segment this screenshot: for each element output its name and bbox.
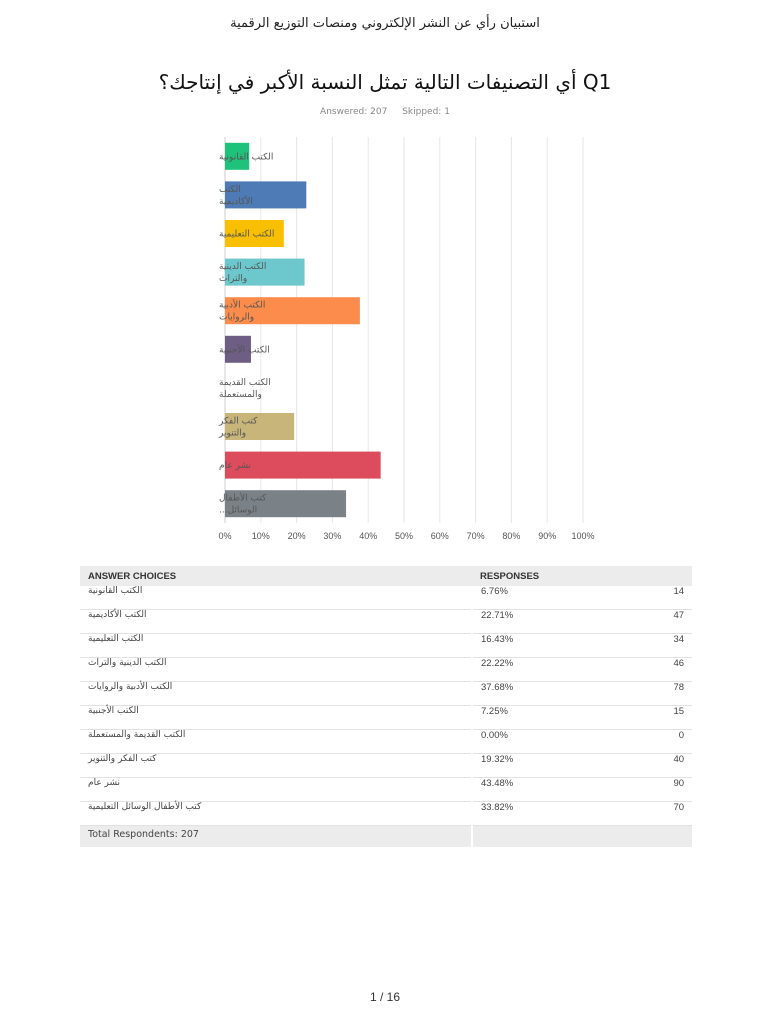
category-label: الكتب الأجنبية [219, 343, 270, 355]
skipped-count: Skipped: 1 [402, 107, 450, 117]
x-tick-label: 80% [502, 531, 520, 541]
bar [225, 451, 381, 479]
response-percent: 19.32% [471, 753, 582, 778]
bar [225, 258, 305, 286]
total-row: Total Respondents: 207 [80, 825, 693, 847]
x-tick-label: 40% [359, 531, 377, 541]
response-count: 14 [582, 586, 693, 610]
category-label: الكتب القديمة [219, 378, 271, 388]
response-count: 15 [582, 705, 693, 730]
response-percent: 7.25% [471, 705, 582, 730]
question-title: Q1 أي التصنيفات التالية تمثل النسبة الأك… [158, 70, 612, 94]
response-count: 47 [582, 609, 693, 634]
response-count: 40 [582, 753, 693, 778]
table-row: الكتب القديمة والمستعملة 0.00% 0 [80, 729, 693, 754]
response-percent: 43.48% [471, 777, 582, 802]
answer-choice: الكتب الأكاديمية [80, 609, 472, 634]
total-empty-cell [470, 825, 693, 847]
x-tick-label: 0% [218, 531, 231, 541]
bar [225, 490, 347, 518]
response-count: 0 [582, 729, 693, 754]
response-percent: 16.43% [471, 633, 582, 658]
bar [225, 413, 295, 440]
bar [225, 335, 251, 363]
response-percent: 37.68% [471, 681, 582, 706]
header-responses: RESPONSES [472, 566, 693, 586]
table-row: كتب الفكر والتنوير 19.32% 40 [80, 753, 693, 778]
category-label: والمستعملة [219, 390, 262, 400]
response-count: 70 [582, 801, 693, 826]
table-row: الكتب القانونية 6.76% 14 [80, 586, 693, 610]
category-label: الوسائل... [219, 506, 257, 516]
table-row: الكتب الأكاديمية 22.71% 47 [80, 609, 693, 634]
category-label: الكتب [219, 185, 241, 195]
category-label: كتب الأطفال [219, 492, 267, 504]
response-percent: 0.00% [471, 729, 582, 754]
category-label: والتنوير [218, 429, 246, 439]
x-tick-label: 50% [395, 531, 413, 541]
answer-choice: نشر عام [80, 777, 472, 802]
response-count: 90 [582, 777, 693, 802]
answer-choice: كتب الفكر والتنوير [80, 753, 472, 778]
x-tick-label: 60% [431, 531, 449, 541]
x-tick-label: 30% [323, 531, 341, 541]
category-label: الكتب القانونية [219, 152, 273, 162]
table-row: نشر عام 43.48% 90 [80, 777, 693, 802]
category-label: الكتب الدينية [219, 262, 266, 272]
x-tick-label: 10% [252, 531, 270, 541]
category-label: كتب الفكر [218, 417, 258, 427]
category-label: الأكاديمية [219, 195, 253, 207]
answer-choice: الكتب الأدبية والروايات [80, 681, 472, 706]
table-row: الكتب الدينية والتراث 22.22% 46 [80, 657, 693, 682]
answer-choice: كتب الأطفال الوسائل التعليمية [80, 801, 472, 826]
category-label: نشر عام [219, 461, 251, 471]
table-header-row: ANSWER CHOICES RESPONSES [80, 566, 693, 586]
x-tick-label: 20% [288, 531, 306, 541]
bar [225, 297, 360, 325]
response-percent: 33.82% [471, 801, 582, 826]
x-tick-label: 70% [467, 531, 485, 541]
answered-skipped: Answered: 207 Skipped: 1 [0, 107, 770, 117]
response-count: 34 [582, 633, 693, 658]
answer-table: ANSWER CHOICES RESPONSES الكتب القانونية… [80, 566, 693, 847]
response-percent: 6.76% [471, 586, 582, 610]
table-row: الكتب التعليمية 16.43% 34 [80, 633, 693, 658]
table-row: الكتب الأجنبية 7.25% 15 [80, 705, 693, 730]
response-percent: 22.22% [471, 657, 582, 682]
x-tick-label: 100% [571, 531, 594, 541]
answer-choice: الكتب القديمة والمستعملة [80, 729, 472, 754]
response-count: 46 [582, 657, 693, 682]
response-count: 78 [582, 681, 693, 706]
page-number: 1 / 16 [369, 990, 401, 1004]
bar [225, 142, 250, 170]
survey-title: استبيان رأي عن النشر الإلكتروني ومنصات ا… [230, 16, 540, 31]
answer-choice: الكتب القانونية [80, 586, 472, 610]
table-row: الكتب الأدبية والروايات 37.68% 78 [80, 681, 693, 706]
answer-choice: الكتب التعليمية [80, 633, 472, 658]
bar [225, 181, 307, 209]
category-label: الكتب التعليمية [219, 230, 274, 240]
bar-chart: 0% 10% 20% 30% 40% 50% 60% 70% 80% 90% 100% الكتب ا… [218, 137, 595, 541]
category-label: والتراث [219, 274, 247, 284]
header-answer-choices: ANSWER CHOICES [80, 566, 472, 586]
table-row: كتب الأطفال الوسائل التعليمية 33.82% 70 [80, 801, 693, 826]
category-label: والروايات [219, 313, 254, 323]
answer-choice: الكتب الدينية والتراث [80, 657, 472, 682]
answer-choice: الكتب الأجنبية [80, 705, 472, 730]
answered-count: Answered: 207 [320, 107, 388, 117]
category-label: الكتب الأدبية [219, 299, 265, 311]
response-percent: 22.71% [471, 609, 582, 634]
total-respondents: Total Respondents: 207 [80, 825, 472, 847]
bar [225, 220, 284, 247]
x-tick-label: 90% [538, 531, 556, 541]
